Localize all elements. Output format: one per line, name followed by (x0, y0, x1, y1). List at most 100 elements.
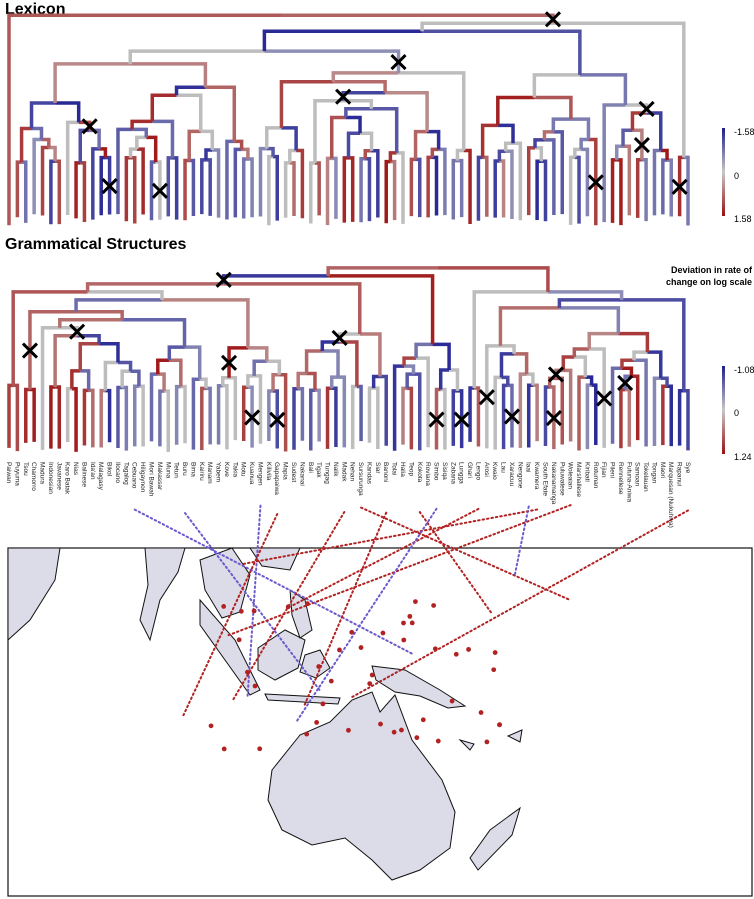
location-dot (346, 727, 351, 733)
branch (371, 374, 380, 389)
branch (24, 387, 30, 443)
branch (331, 156, 338, 219)
branch (482, 155, 489, 217)
branch (246, 374, 255, 388)
branch (11, 290, 88, 386)
branch (252, 359, 267, 376)
branch (157, 372, 166, 392)
branch (91, 147, 100, 220)
branch (573, 147, 582, 158)
branch (128, 49, 265, 64)
branch (19, 126, 32, 163)
branch (497, 123, 515, 144)
branch (544, 138, 556, 215)
branch (392, 364, 405, 451)
location-dot (413, 599, 418, 604)
language-label: Nengone (516, 462, 523, 489)
branch (149, 372, 158, 442)
branch (451, 158, 458, 220)
location-dot (369, 672, 375, 678)
branch (216, 384, 223, 445)
language-label: Sisiqa (441, 462, 448, 480)
branch (581, 147, 590, 217)
branch (503, 141, 514, 152)
shift-marker (545, 410, 562, 427)
branch (621, 366, 634, 377)
language-label: Sursurunga (357, 462, 364, 496)
branch (150, 93, 177, 122)
branch (55, 385, 62, 449)
location-dot (221, 603, 227, 609)
branch (99, 341, 120, 363)
branch (507, 383, 514, 448)
shift-marker (638, 100, 655, 118)
branch (326, 266, 439, 276)
branch (396, 151, 405, 224)
branch (602, 103, 626, 223)
branch (174, 85, 206, 96)
branch (283, 161, 290, 218)
shift-marker (544, 11, 562, 28)
branch (373, 386, 380, 449)
language-label: Makassar (156, 462, 163, 491)
branch (328, 274, 435, 345)
location-dot (380, 630, 386, 636)
branch (152, 119, 175, 158)
branch (398, 71, 466, 151)
branch (385, 90, 429, 132)
shift-marker (101, 177, 118, 195)
branch (28, 309, 77, 390)
location-dot (407, 613, 413, 619)
branch (184, 345, 202, 380)
shift-marker (671, 178, 688, 195)
branch (518, 372, 527, 448)
branch (542, 130, 554, 140)
language-label: Bikol (106, 462, 113, 477)
language-label: Indonesian (47, 462, 54, 494)
branch (78, 341, 100, 371)
branch (325, 386, 332, 449)
branch (348, 156, 355, 222)
branch (500, 344, 516, 354)
branch (427, 129, 441, 150)
branch (176, 93, 203, 132)
location-dot (257, 746, 263, 752)
shift-marker (478, 389, 495, 406)
branch (497, 149, 506, 162)
language-label: Javanese (55, 462, 62, 490)
branch (661, 384, 668, 446)
branch (289, 161, 296, 217)
branch (247, 157, 254, 218)
language-label: Teop (407, 462, 414, 476)
branch (222, 384, 229, 450)
branch (76, 309, 124, 320)
branch (457, 158, 464, 218)
branch (87, 290, 164, 300)
branch (641, 158, 648, 222)
branch (74, 161, 81, 219)
branch (579, 137, 589, 150)
branch (105, 155, 112, 215)
branch (273, 389, 279, 449)
branch (48, 145, 57, 162)
land (7, 547, 523, 881)
branch (438, 368, 450, 390)
branch (405, 372, 414, 389)
connection (360, 506, 571, 601)
branch (205, 85, 237, 142)
branch (413, 372, 422, 451)
branch (273, 154, 279, 221)
location-dot (337, 647, 342, 653)
branch (532, 383, 539, 442)
location-dot (320, 701, 326, 707)
location-dot (484, 739, 490, 745)
branch (345, 115, 362, 134)
language-label: Arosi (483, 462, 490, 477)
language-label: Tagalog (122, 462, 129, 485)
language-label: Nakanamanga (550, 462, 557, 505)
branch (574, 155, 581, 224)
branch (661, 158, 668, 215)
location-dot (401, 620, 406, 626)
location-dot (466, 647, 471, 652)
branch (32, 137, 42, 215)
